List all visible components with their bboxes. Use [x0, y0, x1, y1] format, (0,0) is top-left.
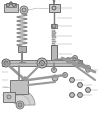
Circle shape — [85, 87, 90, 93]
Circle shape — [39, 60, 44, 66]
Bar — [52, 41, 56, 42]
Circle shape — [10, 2, 12, 4]
Circle shape — [52, 67, 57, 72]
Bar — [53, 43, 55, 44]
Circle shape — [53, 0, 55, 2]
Circle shape — [63, 72, 68, 78]
Circle shape — [6, 3, 10, 6]
Bar — [53, 34, 55, 36]
Bar — [3, 92, 15, 102]
Circle shape — [78, 83, 83, 87]
Circle shape — [86, 68, 90, 72]
Bar — [53, 30, 55, 31]
Circle shape — [74, 60, 82, 66]
Bar — [10, 80, 28, 94]
Circle shape — [16, 101, 24, 109]
Circle shape — [7, 95, 11, 99]
Circle shape — [69, 93, 74, 97]
Circle shape — [85, 66, 90, 71]
Bar — [6, 3, 16, 7]
Circle shape — [76, 63, 80, 67]
Circle shape — [52, 24, 56, 28]
Bar — [18, 46, 26, 52]
Circle shape — [66, 58, 70, 62]
Circle shape — [22, 77, 28, 83]
Bar — [51, 45, 57, 63]
Circle shape — [22, 8, 26, 12]
Bar — [52, 36, 56, 38]
Bar — [2, 60, 82, 66]
Wedge shape — [6, 90, 35, 105]
Circle shape — [20, 6, 28, 14]
Circle shape — [69, 78, 74, 83]
Bar — [52, 45, 56, 46]
Circle shape — [4, 61, 8, 65]
Bar — [4, 4, 18, 12]
Wedge shape — [11, 95, 30, 105]
Bar — [49, 4, 60, 12]
Circle shape — [52, 75, 58, 81]
Bar — [51, 24, 57, 28]
Circle shape — [37, 58, 47, 68]
Circle shape — [73, 55, 78, 60]
Circle shape — [13, 3, 15, 6]
Circle shape — [78, 93, 83, 97]
Bar — [53, 39, 55, 40]
Circle shape — [52, 6, 56, 10]
Bar — [52, 32, 56, 34]
Circle shape — [2, 59, 10, 67]
Circle shape — [18, 103, 22, 107]
